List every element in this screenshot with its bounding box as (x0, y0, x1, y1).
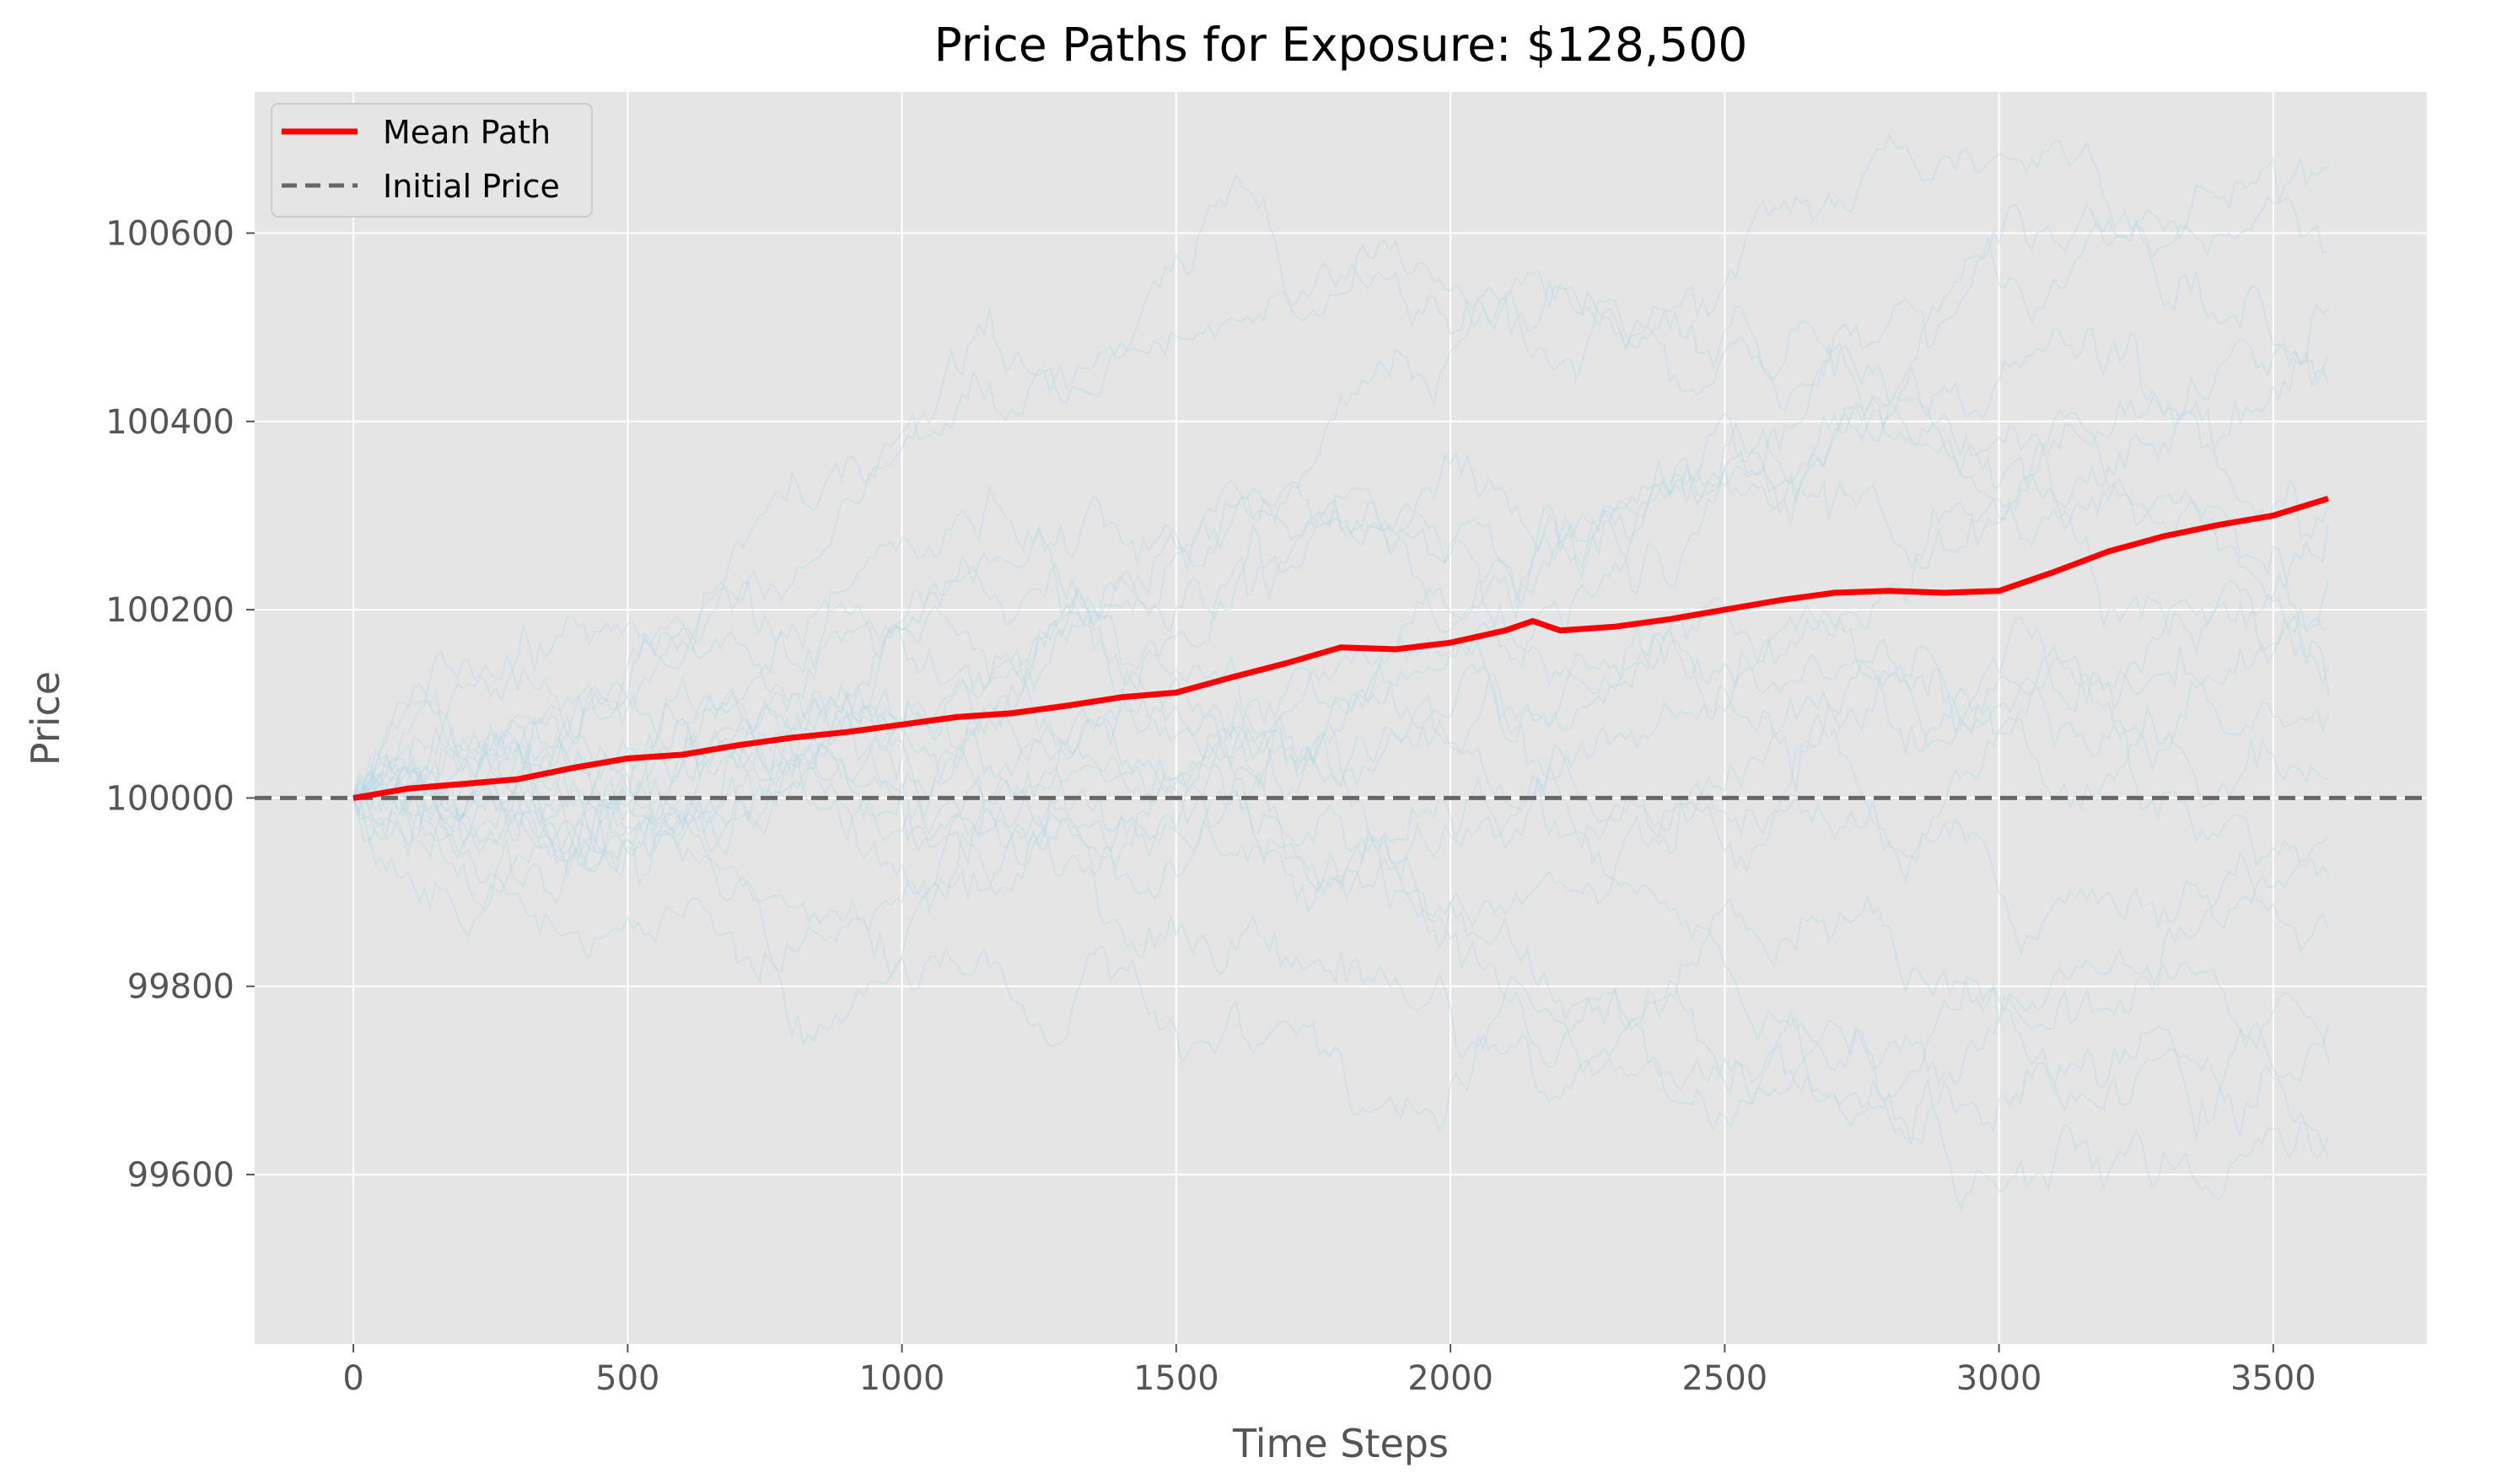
simulated-path (352, 409, 2329, 1047)
x-tick-label: 0 (342, 1359, 363, 1398)
simulated-paths (352, 132, 2329, 1212)
simulated-path (352, 632, 2329, 879)
y-tick-label: 99800 (127, 968, 234, 1007)
simulated-path (352, 132, 2329, 823)
simulated-path (352, 202, 2329, 799)
x-axis-ticks: 0 500 1000 1500 2000 2500 3000 3500 (342, 1344, 2316, 1398)
y-tick-label: 100000 (105, 779, 234, 818)
y-tick-label: 100200 (105, 591, 234, 630)
x-tick-label: 1500 (1133, 1359, 1219, 1398)
simulated-path (352, 620, 2329, 1146)
y-tick-label: 100600 (105, 214, 234, 253)
y-tick-label: 99600 (127, 1156, 234, 1195)
x-tick-label: 1000 (859, 1359, 945, 1398)
plot-background (255, 92, 2427, 1344)
x-tick-label: 3500 (2230, 1359, 2316, 1398)
x-tick-label: 3000 (1956, 1359, 2042, 1398)
simulated-path (352, 477, 2329, 878)
legend: Mean Path Initial Price (271, 103, 593, 218)
simulated-path (352, 658, 2329, 928)
simulated-path (352, 338, 2329, 938)
y-tick-label: 100400 (105, 403, 234, 442)
simulated-path (352, 561, 2329, 1032)
x-axis-label: Time Steps (1232, 1421, 1449, 1466)
simulated-path (352, 580, 2329, 902)
simulated-path (352, 395, 2329, 871)
legend-mean-label: Mean Path (383, 114, 551, 151)
mean-path-line (352, 495, 2329, 801)
simulated-path (352, 172, 2329, 826)
y-axis-label: Price (23, 671, 68, 766)
simulated-path (352, 397, 2329, 862)
x-tick-label: 2500 (1681, 1359, 1767, 1398)
simulated-path (352, 597, 2329, 829)
simulated-path (352, 659, 2329, 901)
legend-initial-price-label: Initial Price (383, 168, 560, 205)
x-tick-label: 2000 (1407, 1359, 1493, 1398)
y-axis-ticks: 99600 99800 100000 100200 100400 100600 (105, 214, 255, 1195)
chart-title: Price Paths for Exposure: $128,500 (934, 18, 1748, 72)
simulated-path (352, 765, 2329, 1132)
simulated-path (352, 195, 2329, 859)
x-tick-label: 500 (595, 1359, 659, 1398)
simulated-path (352, 739, 2329, 1212)
